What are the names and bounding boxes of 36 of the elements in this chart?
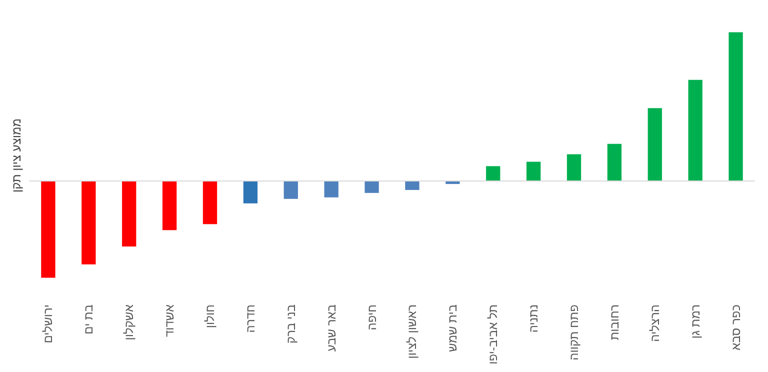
x-tick-label: אשקלון xyxy=(122,304,136,340)
bar xyxy=(364,181,379,193)
bar xyxy=(486,166,500,182)
x-tick-label: באר שבע xyxy=(324,304,338,352)
bar xyxy=(607,144,622,182)
bar xyxy=(162,181,177,230)
bar xyxy=(122,181,136,246)
x-tick-label: כפר סבא xyxy=(728,304,743,350)
bar xyxy=(566,154,582,182)
x-tick-label: ירושלים xyxy=(41,304,56,344)
x-tick-label: חיפה xyxy=(364,304,379,330)
x-tick-label: בית שמש xyxy=(446,304,460,352)
x-tick-label: בת ים xyxy=(82,304,96,334)
x-tick-label: חדרה xyxy=(243,304,258,333)
x-tick-label: חולון xyxy=(202,304,217,328)
bar xyxy=(728,32,743,182)
x-tick-label: בני ברק xyxy=(284,304,298,344)
x-tick-label: רחובות xyxy=(607,304,622,340)
bar xyxy=(526,162,541,182)
x-tick-label: הרצליה xyxy=(648,304,662,342)
bar xyxy=(243,181,258,204)
bar xyxy=(202,181,218,224)
bar xyxy=(324,181,338,198)
x-tick-label: ראשון לציון xyxy=(405,304,420,359)
bar xyxy=(688,80,702,182)
bar xyxy=(82,181,96,264)
x-tick-label: נתניה xyxy=(526,304,541,333)
bar xyxy=(284,181,298,199)
x-tick-label: אשדוד xyxy=(162,304,177,337)
bar xyxy=(648,108,662,182)
bar xyxy=(41,181,56,278)
bar xyxy=(405,181,420,190)
y-axis-title: ממוצע ציון תקן xyxy=(10,118,24,192)
x-tick-label: רמת גן xyxy=(688,304,702,339)
x-tick-label: תל אביב-יפו xyxy=(486,304,500,364)
x-tick-label: פתח תקווה xyxy=(567,304,582,360)
